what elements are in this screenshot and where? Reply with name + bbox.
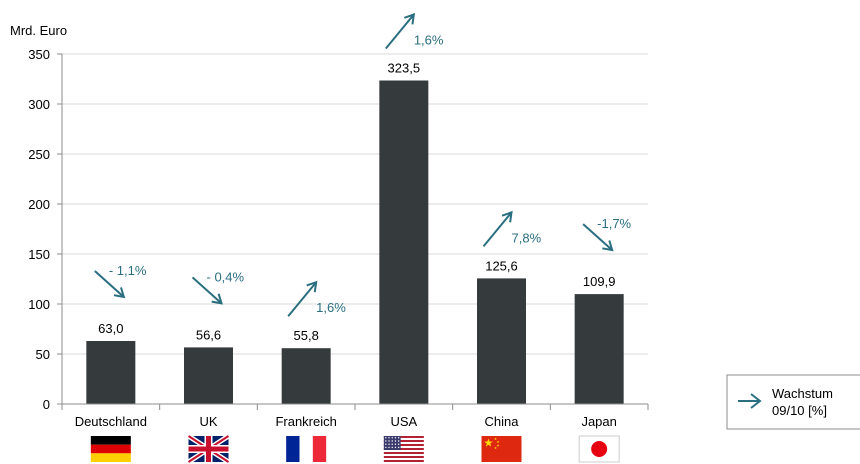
usa-flag: [383, 436, 424, 462]
growth-label: - 1,1%: [109, 263, 147, 278]
category-label: Frankreich: [275, 414, 336, 429]
gridlines: [62, 53, 648, 355]
growth-arrow-icon: [191, 276, 223, 305]
y-tick-label: 350: [28, 47, 50, 62]
category-labels: Deutschland UK Frankreich USA China Japan: [75, 414, 617, 429]
growth-label: 1,6%: [316, 300, 346, 315]
china-flag: [481, 436, 522, 462]
growth-arrow-icon: [94, 270, 126, 299]
growth-label: -1,7%: [597, 216, 631, 231]
y-tick-label: 100: [28, 297, 50, 312]
axes: [61, 54, 649, 410]
france-flag: [286, 436, 327, 462]
uk-flag: [187, 433, 230, 464]
growth-arrow-icon: [582, 223, 614, 252]
bar: [281, 348, 331, 404]
y-tick-label: 300: [28, 97, 50, 112]
bar: [477, 278, 526, 404]
bar-value-label: 323,5: [388, 61, 421, 76]
category-label: UK: [199, 414, 217, 429]
bar: [184, 347, 233, 404]
y-tick-label: 0: [43, 397, 50, 412]
y-axis-label: Mrd. Euro: [10, 23, 67, 38]
category-label: Deutschland: [75, 414, 147, 429]
y-tick-label: 50: [36, 347, 50, 362]
bar-value-label: 125,6: [485, 258, 518, 273]
category-label: USA: [390, 414, 417, 429]
legend-label-line2: 09/10 [%]: [772, 403, 827, 418]
y-tick-label: 250: [28, 147, 50, 162]
legend-label-line1: Wachstum: [772, 386, 833, 401]
germany-flag: [90, 436, 131, 462]
legend-arrow-icon: [738, 393, 762, 409]
growth-arrow-icon: [385, 13, 416, 50]
value-labels: 63,0 56,6 55,8 323,5 125,6 109,9: [98, 61, 615, 344]
bar: [86, 341, 136, 404]
bar-value-label: 56,6: [196, 327, 221, 342]
y-tick-label: 150: [28, 247, 50, 262]
bar-value-label: 63,0: [98, 321, 123, 336]
growth-arrow-icon: [482, 210, 513, 248]
flags: [90, 433, 620, 464]
y-axis-ticks: 0 50 100 150 200 250 300 350: [28, 47, 62, 412]
bar-value-label: 109,9: [583, 274, 616, 289]
japan-flag: [578, 435, 620, 463]
category-label: Japan: [581, 414, 616, 429]
growth-label: 1,6%: [414, 33, 444, 48]
y-tick-label: 200: [28, 197, 50, 212]
growth-arrow-icon: [287, 280, 318, 317]
growth-label: - 0,4%: [207, 269, 245, 284]
bar: [574, 294, 624, 404]
category-label: China: [485, 414, 520, 429]
growth-annotations: - 1,1% - 0,4% 1,6% 1,6% 7,8% -1,7%: [94, 13, 632, 317]
bar-value-label: 55,8: [294, 328, 319, 343]
legend: Wachstum 09/10 [%]: [726, 374, 860, 430]
growth-label: 7,8%: [512, 230, 542, 245]
bar: [379, 80, 429, 404]
bars: [86, 80, 624, 404]
